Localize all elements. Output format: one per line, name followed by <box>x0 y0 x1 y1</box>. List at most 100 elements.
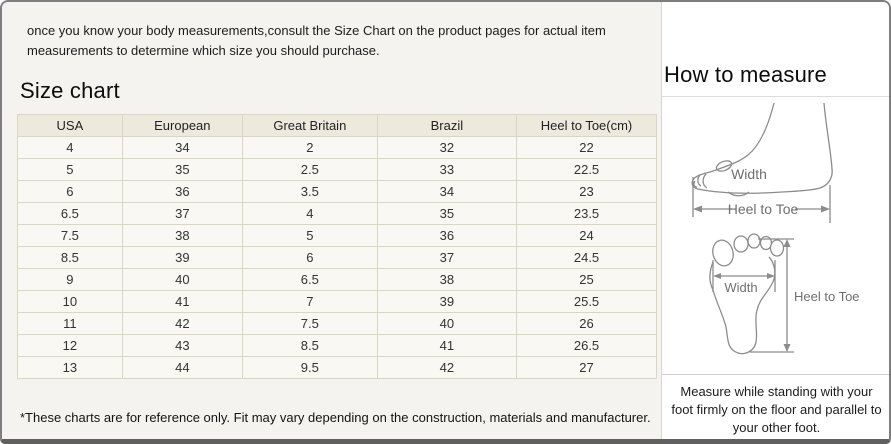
toe-detail-lines <box>693 173 708 189</box>
size-chart-table: USA European Great Britain Brazil Heel to To… <box>17 114 657 380</box>
table-cell: 39 <box>376 290 518 314</box>
table-cell: 7.5 <box>17 224 123 248</box>
column-header: European <box>121 114 243 138</box>
table-cell: 36 <box>121 180 243 204</box>
table-cell: 9.5 <box>241 356 378 380</box>
table-cell: 26.5 <box>516 334 657 358</box>
measure-diagrams: Width Heel to Toe <box>662 97 889 374</box>
table-body: 4 34 2 32 22 5 35 2.5 33 22.5 6 36 3.5 34 23 6.5 37 4 35 23… <box>17 136 657 380</box>
table-cell: 24.5 <box>516 246 657 270</box>
table-cell: 2.5 <box>241 158 378 182</box>
table-cell: 8.5 <box>241 334 378 358</box>
table-cell: 36 <box>376 224 518 248</box>
table-row: 11 42 7.5 40 26 <box>17 312 657 336</box>
table-cell: 23 <box>516 180 657 204</box>
table-cell: 2 <box>241 136 378 160</box>
table-row: 13 44 9.5 42 27 <box>17 356 657 380</box>
table-cell: 41 <box>376 334 518 358</box>
table-cell: 5 <box>241 224 378 248</box>
table-cell: 41 <box>121 290 243 314</box>
second-toe <box>733 235 749 253</box>
table-cell: 12 <box>17 334 123 358</box>
sole-width-label: Width <box>724 280 757 295</box>
table-cell: 34 <box>121 136 243 160</box>
width-right-arrowhead-icon <box>767 273 775 279</box>
table-cell: 22 <box>516 136 657 160</box>
table-cell: 6 <box>17 180 123 204</box>
reference-footnote: *These charts are for reference only. Fi… <box>20 410 651 426</box>
table-cell: 7 <box>241 290 378 314</box>
column-header: Heel to Toe(cm) <box>516 114 657 138</box>
table-row: 10 41 7 39 25.5 <box>17 290 657 314</box>
table-row: 4 34 2 32 22 <box>17 136 657 160</box>
table-cell: 4 <box>17 136 123 160</box>
table-cell: 11 <box>17 312 123 336</box>
foot-side-outline <box>691 102 833 194</box>
table-cell: 13 <box>17 356 123 380</box>
column-header: Great Britain <box>241 114 378 138</box>
foot-sole-outline <box>709 256 776 355</box>
table-cell: 6.5 <box>17 202 123 226</box>
table-cell: 38 <box>121 224 243 248</box>
size-chart-title: Size chart <box>20 78 120 104</box>
column-header: Brazil <box>376 114 518 138</box>
measuring-note: Measure while standing with your foot fi… <box>662 374 889 439</box>
table-cell: 33 <box>376 158 518 182</box>
length-up-arrowhead-icon <box>783 239 791 247</box>
column-header: USA <box>17 114 123 138</box>
table-cell: 6.5 <box>241 268 378 292</box>
table-cell: 37 <box>121 202 243 226</box>
side-width-label: Width <box>731 166 767 182</box>
table-cell: 32 <box>376 136 518 160</box>
foot-sole-view-diagram: Width Heel to Toe <box>709 233 860 355</box>
ball-joint-loop <box>715 160 733 172</box>
table-header-row: USA European Great Britain Brazil Heel to To… <box>17 114 657 138</box>
table-cell: 25.5 <box>516 290 657 314</box>
table-cell: 26 <box>516 312 657 336</box>
table-row: 6.5 37 4 35 23.5 <box>17 202 657 226</box>
table-cell: 40 <box>121 268 243 292</box>
arch-line <box>727 191 750 197</box>
right-arrowhead-icon <box>821 205 830 213</box>
length-down-arrowhead-icon <box>783 344 791 352</box>
table-cell: 35 <box>121 158 243 182</box>
table-row: 6 36 3.5 34 23 <box>17 180 657 204</box>
table-cell: 3.5 <box>241 180 378 204</box>
pinky-toe <box>769 239 785 257</box>
table-cell: 40 <box>376 312 518 336</box>
table-cell: 39 <box>121 246 243 270</box>
table-cell: 8.5 <box>17 246 123 270</box>
table-cell: 42 <box>376 356 518 380</box>
table-cell: 5 <box>17 158 123 182</box>
table-header-row: USA European Great Britain Brazil Heel to To… <box>17 114 657 138</box>
table-cell: 24 <box>516 224 657 248</box>
table-cell: 4 <box>241 202 378 226</box>
left-arrowhead-icon <box>693 205 702 213</box>
how-to-measure-title: How to measure <box>662 2 889 97</box>
table-cell: 25 <box>516 268 657 292</box>
table-cell: 6 <box>241 246 378 270</box>
table-row: 12 43 8.5 41 26.5 <box>17 334 657 358</box>
table-cell: 22.5 <box>516 158 657 182</box>
foot-side-view-diagram: Width Heel to Toe <box>691 102 833 223</box>
table-cell: 35 <box>376 202 518 226</box>
table-cell: 34 <box>376 180 518 204</box>
table-cell: 9 <box>17 268 123 292</box>
side-length-label: Heel to Toe <box>728 201 799 217</box>
table-cell: 37 <box>376 246 518 270</box>
sole-length-label: Heel to Toe <box>794 289 860 304</box>
table-cell: 43 <box>121 334 243 358</box>
table-cell: 42 <box>121 312 243 336</box>
how-to-measure-section: How to measure Width Heel to Toe <box>661 2 889 439</box>
table-row: 9 40 6.5 38 25 <box>17 268 657 292</box>
width-left-arrowhead-icon <box>713 273 721 279</box>
third-toe <box>747 233 761 249</box>
table-cell: 7.5 <box>241 312 378 336</box>
table-row: 7.5 38 5 36 24 <box>17 224 657 248</box>
table-cell: 23.5 <box>516 202 657 226</box>
table-cell: 38 <box>376 268 518 292</box>
big-toe <box>712 239 734 267</box>
table-row: 8.5 39 6 37 24.5 <box>17 246 657 270</box>
table-cell: 44 <box>121 356 243 380</box>
